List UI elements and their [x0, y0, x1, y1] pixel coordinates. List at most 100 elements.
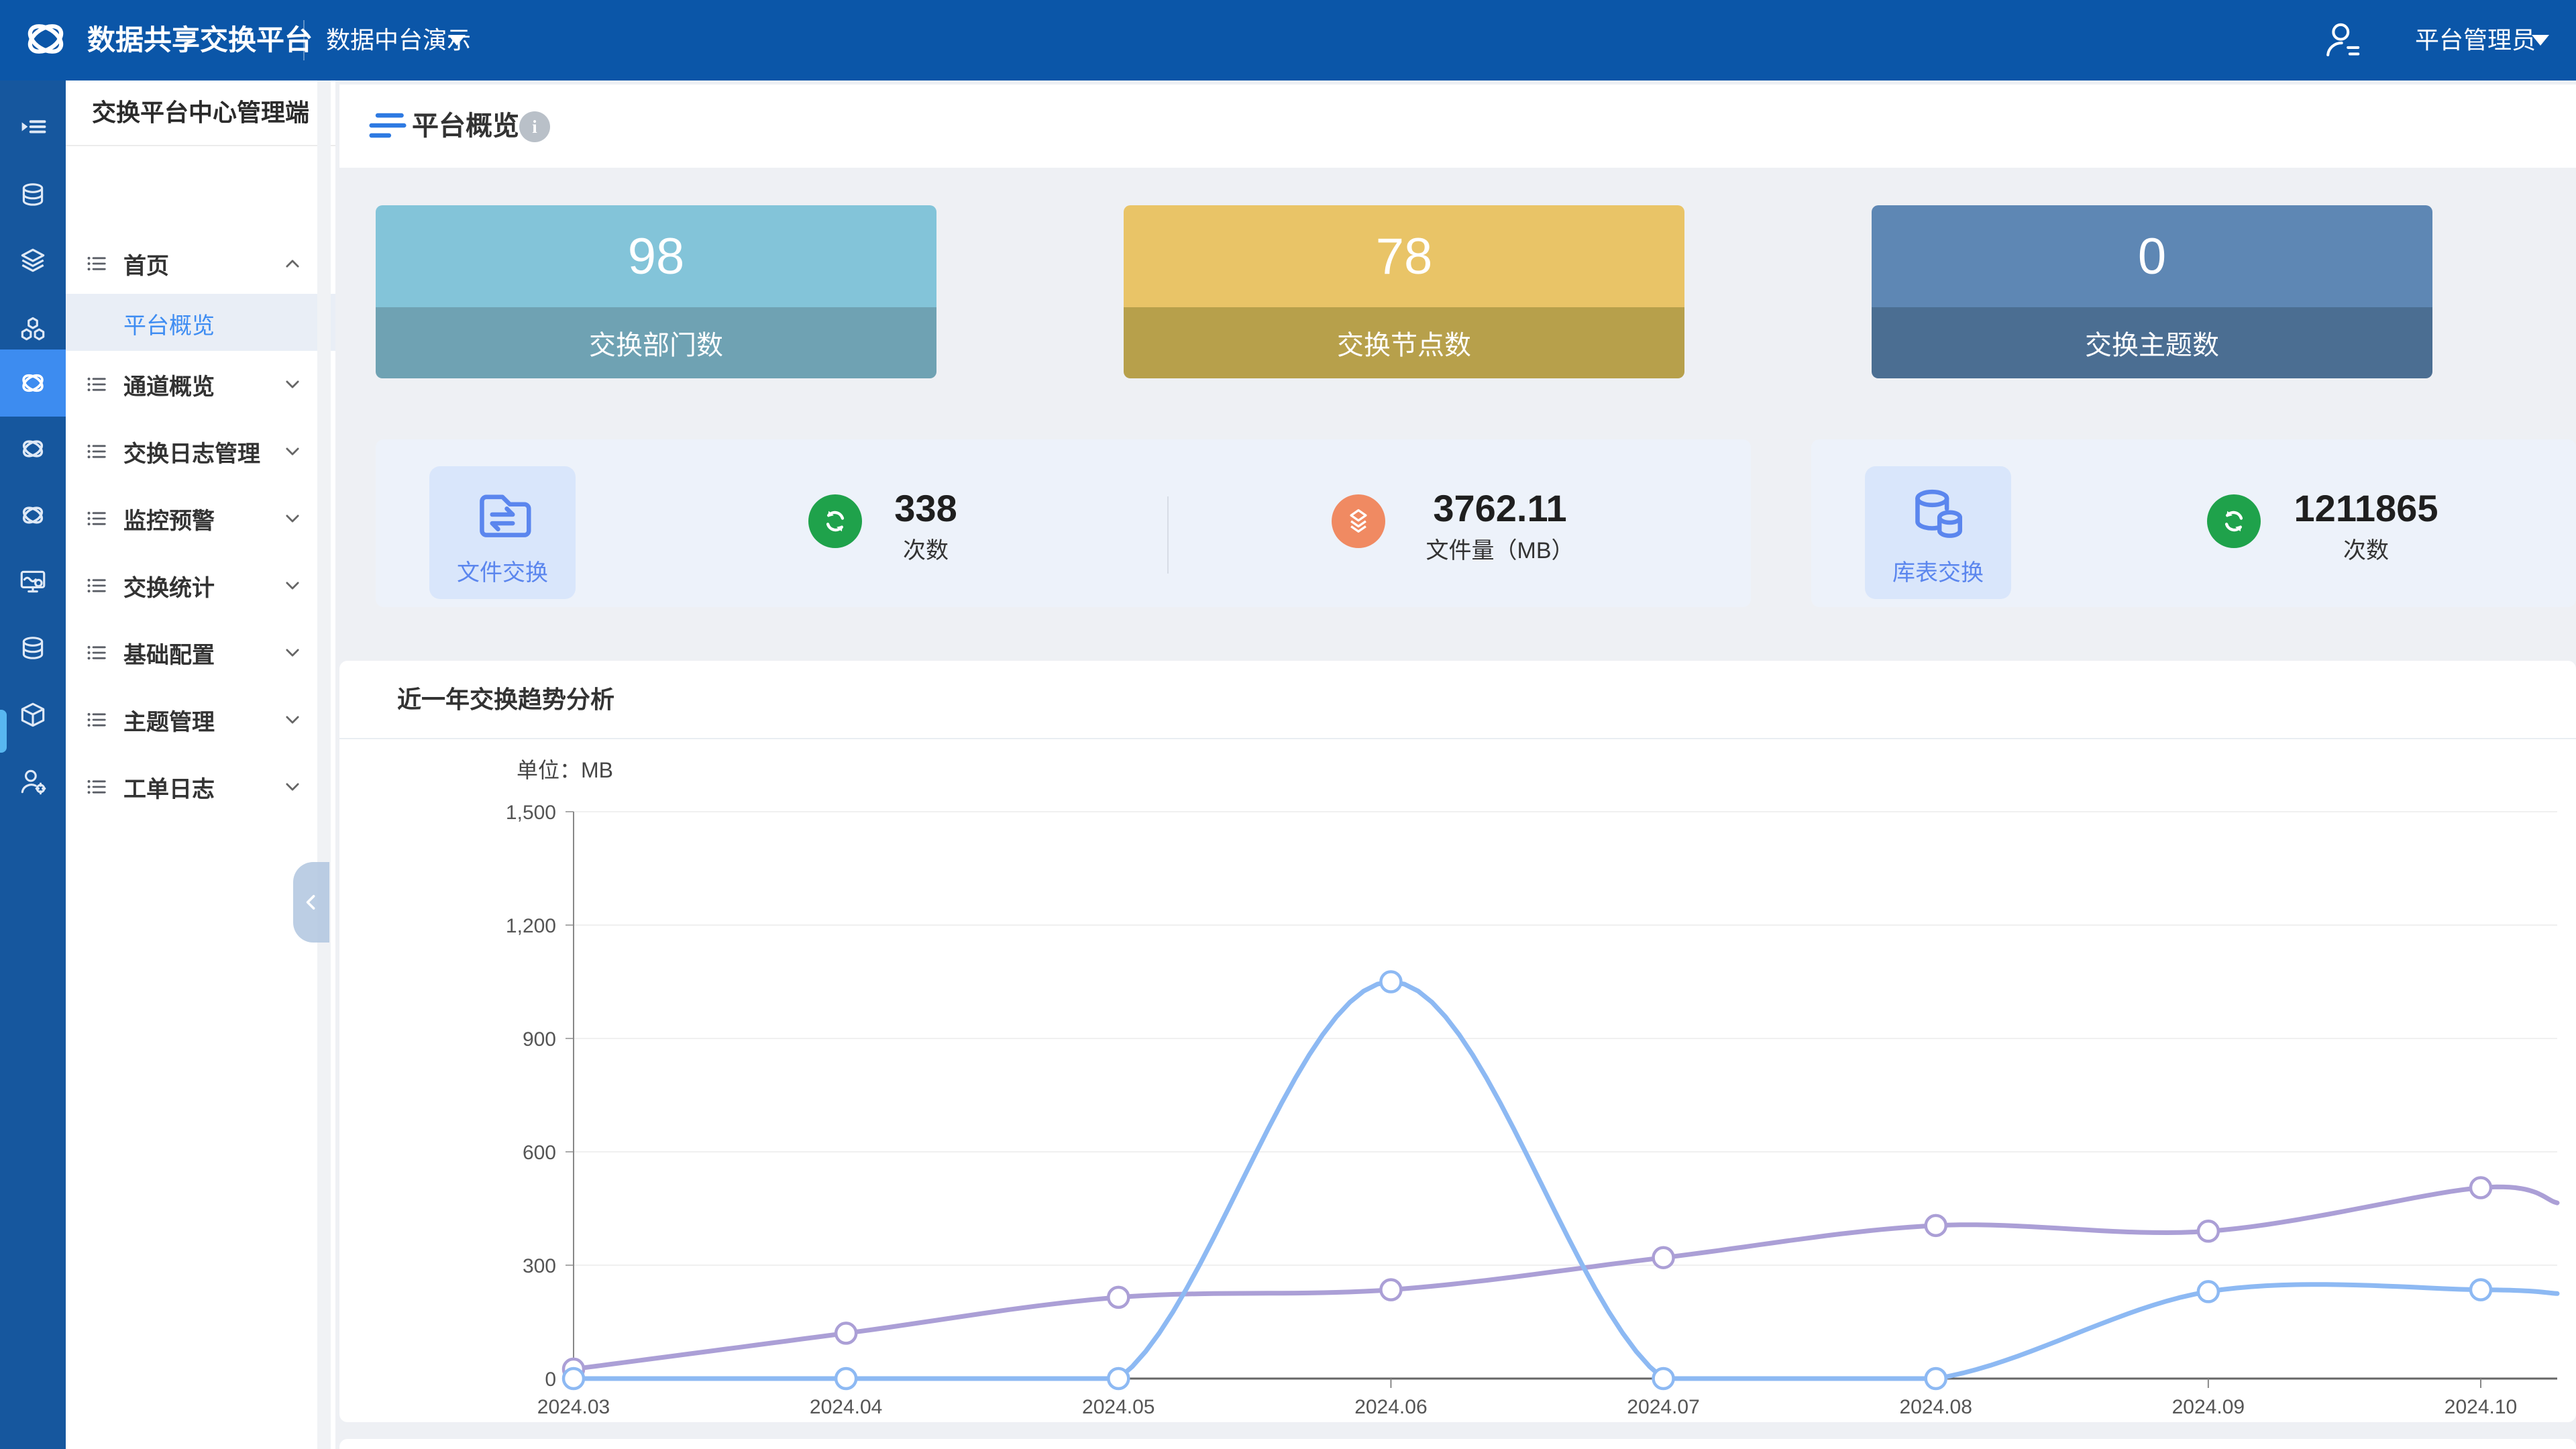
svg-text:2024.10: 2024.10	[2445, 1396, 2517, 1418]
menu-list-icon	[85, 775, 109, 799]
sidebar-item-monitor-alerts[interactable]: 监控预警	[66, 485, 335, 552]
svg-text:300: 300	[523, 1255, 556, 1277]
menu-list-icon	[85, 574, 109, 598]
panel-table-exchange: 库表交换 1211865 次数	[1811, 439, 2576, 607]
next-section-card-edge	[339, 1439, 2576, 1449]
chevron-down-icon	[280, 708, 305, 732]
chevron-down-icon	[280, 439, 305, 464]
page-title: 平台概览	[412, 111, 519, 141]
app-logo-icon	[19, 12, 72, 66]
sidebar-item-channel-overview[interactable]: 通道概览	[66, 351, 335, 418]
chevron-down-icon	[280, 775, 305, 799]
svg-text:1,200: 1,200	[506, 915, 556, 937]
rail-exchange-icon-active[interactable]	[0, 350, 66, 417]
env-caret-icon	[448, 35, 466, 46]
title-lines-icon	[369, 110, 407, 141]
page-title-band: 平台概览 i	[339, 85, 2576, 168]
chevron-down-icon	[280, 506, 305, 531]
sidebar-item-topic-management[interactable]: 主题管理	[66, 686, 335, 753]
chart-title: 近一年交换趋势分析	[397, 686, 615, 713]
info-icon[interactable]: i	[519, 111, 550, 142]
sidebar: 交换平台中心管理端 首页 平台概览 通道概览 交换日志管理 监控预警 交换统计 …	[66, 80, 335, 1449]
chevron-down-icon	[280, 574, 305, 598]
chevron-up-icon	[280, 252, 305, 276]
tile-label: 库表交换	[1892, 560, 1984, 586]
panel-file-exchange: 文件交换 338 次数 3762.11 文件量（MB）	[376, 439, 1751, 607]
rail-exchange2-icon[interactable]	[0, 482, 66, 549]
svg-text:2024.07: 2024.07	[1627, 1396, 1699, 1418]
sidebar-title: 交换平台中心管理端	[66, 80, 335, 146]
user-menu[interactable]: 平台管理员	[2414, 26, 2536, 54]
chart-unit-label: 单位：MB	[517, 758, 614, 782]
rail-database2-icon[interactable]	[0, 615, 66, 682]
menu-list-icon	[85, 372, 109, 396]
svg-text:2024.05: 2024.05	[1082, 1396, 1155, 1418]
svg-text:2024.08: 2024.08	[1899, 1396, 1972, 1418]
chevron-down-icon	[280, 372, 305, 396]
top-header-bar: 数据共享交换平台 数据中台演示 平台管理员	[0, 0, 2576, 80]
sidebar-item-basic-config[interactable]: 基础配置	[66, 619, 335, 686]
sidebar-item-workorder-logs[interactable]: 工单日志	[66, 753, 335, 820]
stat-card-nodes: 78 交换节点数	[1124, 205, 1684, 378]
svg-text:2024.03: 2024.03	[537, 1396, 610, 1418]
header-divider	[303, 20, 305, 60]
menu-list-icon	[85, 252, 109, 276]
sidebar-item-home[interactable]: 首页	[66, 230, 335, 297]
rail-layers-icon[interactable]	[0, 227, 66, 294]
svg-text:900: 900	[523, 1028, 556, 1051]
menu-list-icon	[85, 506, 109, 531]
svg-text:0: 0	[545, 1368, 556, 1391]
table-exchange-tile: 库表交换	[1865, 466, 2011, 599]
stat-label: 交换部门数	[376, 307, 936, 378]
env-dropdown[interactable]: 数据中台演示	[326, 26, 472, 54]
rail-menu-toggle-icon[interactable]	[0, 94, 66, 161]
trend-chart-card: 近一年交换趋势分析 单位：MB 0 300 600 900 1,200 1,500 2024…	[339, 661, 2576, 1422]
stat-value: 98	[376, 205, 936, 307]
rail-api-icon[interactable]	[0, 682, 66, 749]
stat-label: 交换节点数	[1124, 307, 1684, 378]
metric-value: 338	[894, 487, 957, 529]
user-avatar-icon	[2322, 20, 2363, 60]
chevron-left-icon	[298, 889, 325, 916]
rail-exchange-icon[interactable]	[0, 415, 66, 482]
menu-list-icon	[85, 641, 109, 665]
chart-header-divider	[339, 738, 2576, 739]
stat-value: 0	[1872, 205, 2432, 307]
svg-text:1,500: 1,500	[506, 802, 556, 824]
stat-card-topics: 0 交换主题数	[1872, 205, 2432, 378]
rail-monitor-icon[interactable]	[0, 547, 66, 614]
app-title: 数据共享交换平台	[87, 24, 313, 56]
edge-drawer-tab[interactable]	[0, 710, 7, 753]
metric-value: 1211865	[2294, 487, 2438, 529]
menu-list-icon	[85, 439, 109, 464]
svg-text:2024.09: 2024.09	[2172, 1396, 2245, 1418]
sidebar-scrollbar[interactable]	[317, 80, 331, 1449]
rail-database-icon[interactable]	[0, 162, 66, 229]
stat-value: 78	[1124, 205, 1684, 307]
metric-divider	[1167, 496, 1169, 574]
sidebar-collapse-handle[interactable]	[293, 862, 329, 943]
rail-user-settings-icon[interactable]	[0, 748, 66, 815]
sync-icon	[808, 494, 862, 548]
sidebar-subitem-platform-overview[interactable]: 平台概览	[66, 294, 335, 353]
svg-text:2024.04: 2024.04	[810, 1396, 882, 1418]
metric-value: 3762.11	[1433, 487, 1567, 529]
stat-label: 交换主题数	[1872, 307, 2432, 378]
stacked-layers-icon	[1332, 494, 1385, 548]
svg-text:600: 600	[523, 1142, 556, 1164]
user-caret-icon	[2532, 35, 2549, 46]
metric-label: 次数	[2343, 538, 2389, 564]
metric-label: 次数	[903, 538, 949, 564]
file-exchange-tile: 文件交换	[429, 466, 576, 599]
tile-label: 文件交换	[457, 560, 548, 586]
metric-label: 文件量（MB）	[1426, 538, 1574, 564]
stat-card-departments: 98 交换部门数	[376, 205, 936, 378]
trend-line-chart: 0 300 600 900 1,200 1,500 2024.03 2024.04 2024.0…	[506, 802, 2560, 1418]
chevron-down-icon	[280, 641, 305, 665]
menu-list-icon	[85, 708, 109, 732]
sync-icon	[2207, 494, 2261, 548]
svg-text:2024.06: 2024.06	[1354, 1396, 1427, 1418]
sidebar-item-exchange-logs[interactable]: 交换日志管理	[66, 418, 335, 485]
icon-rail	[0, 80, 66, 1449]
sidebar-item-exchange-stats[interactable]: 交换统计	[66, 552, 335, 619]
